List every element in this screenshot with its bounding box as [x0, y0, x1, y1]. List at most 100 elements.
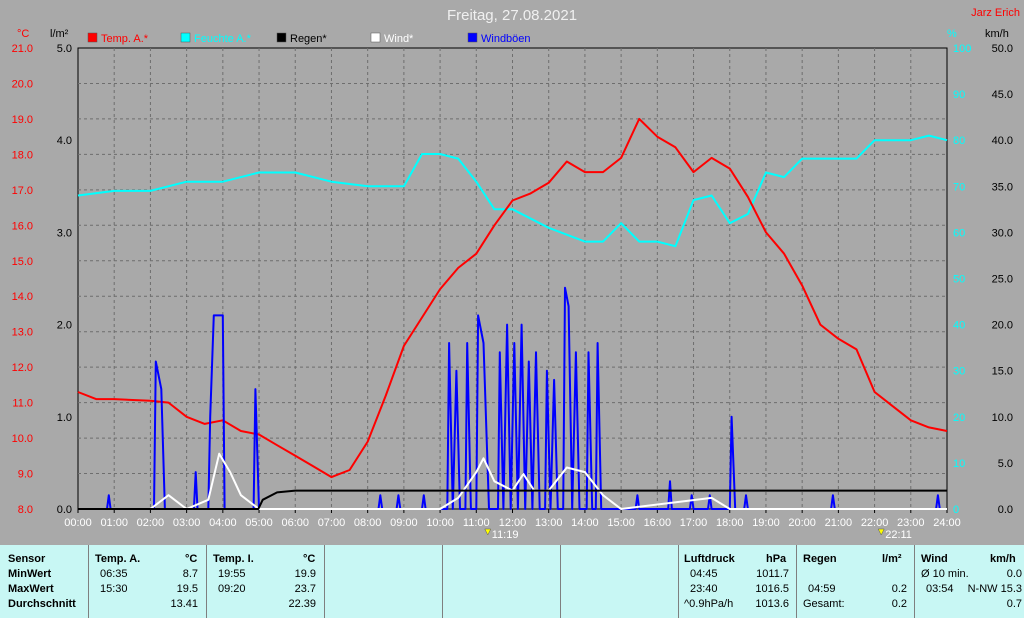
temp-a-max-value: 19.5	[176, 583, 198, 595]
x-tick-label: 21:00	[825, 517, 853, 529]
x-tick-label: 12:00	[499, 517, 527, 529]
rain-axis-tick-label: 4.0	[57, 135, 72, 147]
temp-axis-tick-label: 13.0	[12, 327, 33, 339]
chart-title: Freitag, 27.08.2021	[447, 7, 577, 24]
legend-swatch	[87, 32, 98, 43]
x-tick-label: 23:00	[897, 517, 925, 529]
legend-label: Temp. A.*	[101, 33, 149, 45]
event-marker-label: 22:11	[885, 529, 912, 541]
legend-label: Feuchte A.*	[194, 33, 252, 45]
series-line-regen	[78, 489, 947, 510]
temp-a-header: Temp. A.	[95, 553, 141, 565]
x-tick-label: 10:00	[426, 517, 454, 529]
stats-separator	[914, 545, 915, 618]
temp-a-unit: °C	[185, 553, 198, 565]
wind-axis-tick-label: 0.0	[998, 504, 1013, 516]
humidity-axis-tick-label: 30	[953, 366, 965, 378]
temp-axis-tick-label: 18.0	[12, 149, 33, 161]
stats-separator	[560, 545, 561, 618]
series-line-feuchtea	[77, 134, 948, 248]
temp-axis-tick-label: 21.0	[12, 43, 33, 55]
event-marker-label: 11:19	[492, 529, 519, 541]
x-tick-label: 00:00	[64, 517, 92, 529]
x-tick-label: 08:00	[354, 517, 382, 529]
wind-axis-tick-label: 50.0	[992, 43, 1013, 55]
humidity-axis-tick-label: 90	[953, 89, 965, 101]
author-label: Jarz Erich	[971, 7, 1020, 19]
legend-swatch	[276, 32, 287, 43]
wind-axis-tick-label: 40.0	[992, 135, 1013, 147]
rain-axis-tick-label: 3.0	[57, 227, 72, 239]
x-tick-label: 07:00	[318, 517, 346, 529]
x-tick-label: 13:00	[535, 517, 563, 529]
x-tick-label: 05:00	[245, 517, 273, 529]
temp-i-max-value: 23.7	[294, 583, 316, 595]
rain-total-label: Gesamt:	[803, 598, 845, 610]
x-tick-label: 16:00	[644, 517, 672, 529]
rain-axis-tick-label: 2.0	[57, 320, 72, 332]
stats-separator	[678, 545, 679, 618]
temp-a-average: 13.41	[170, 598, 198, 610]
wind-axis-tick-label: 45.0	[992, 89, 1013, 101]
temp-axis-unit: °C	[17, 28, 29, 40]
wind-max-time: 03:54	[926, 583, 954, 595]
rain-axis-tick-label: 0.0	[57, 504, 72, 516]
temp-axis-tick-label: 14.0	[12, 291, 33, 303]
pressure-current: 1013.6	[755, 598, 789, 610]
wind-axis-tick-label: 35.0	[992, 181, 1013, 193]
humidity-axis-tick-label: 40	[953, 320, 965, 332]
humidity-axis-tick-label: 60	[953, 227, 965, 239]
x-tick-label: 17:00	[680, 517, 708, 529]
humidity-axis-tick-label: 0	[953, 504, 959, 516]
x-tick-label: 04:00	[209, 517, 237, 529]
rain-axis-tick-label: 1.0	[57, 412, 72, 424]
rain-axis-tick-label: 5.0	[57, 43, 72, 55]
temp-a-max-time: 15:30	[100, 583, 128, 595]
x-tick-label: 06:00	[281, 517, 309, 529]
humidity-axis-tick-label: 70	[953, 181, 965, 193]
temp-axis-tick-label: 16.0	[12, 220, 33, 232]
wind-last-value: 0.7	[1006, 598, 1022, 610]
temp-axis-tick-label: 20.0	[12, 78, 33, 90]
x-tick-label: 20:00	[788, 517, 816, 529]
temp-axis-tick-label: 10.0	[12, 433, 33, 445]
x-tick-label: 14:00	[571, 517, 599, 529]
x-tick-label: 19:00	[752, 517, 780, 529]
x-tick-label: 01:00	[100, 517, 128, 529]
wind-header: Wind	[921, 553, 948, 565]
row-label-max: MaxWert	[8, 583, 54, 595]
wind-max-value: N-NW 15.3	[967, 583, 1022, 595]
stats-separator	[442, 545, 443, 618]
row-label-min: MinWert	[8, 568, 52, 580]
temp-axis-tick-label: 12.0	[12, 362, 33, 374]
pressure-max-value: 1016.5	[755, 583, 789, 595]
humidity-axis-tick-label: 20	[953, 412, 965, 424]
stats-separator	[88, 545, 89, 618]
temp-axis-tick-label: 11.0	[12, 398, 33, 410]
pressure-unit: hPa	[766, 553, 787, 565]
stats-separator	[796, 545, 797, 618]
wind-axis-tick-label: 25.0	[992, 274, 1013, 286]
x-tick-label: 22:00	[861, 517, 889, 529]
rain-header: Regen	[803, 553, 837, 565]
pressure-max-time: 23:40	[690, 583, 718, 595]
rain-max-value: 0.2	[891, 583, 907, 595]
wind-axis-tick-label: 10.0	[992, 412, 1013, 424]
temp-axis-tick-label: 19.0	[12, 114, 33, 126]
x-tick-label: 02:00	[137, 517, 165, 529]
x-tick-label: 09:00	[390, 517, 418, 529]
row-label-avg: Durchschnitt	[8, 598, 76, 610]
temp-a-min-value: 8.7	[182, 568, 198, 580]
pressure-trend: ^0.9hPa/h	[684, 598, 734, 610]
legend-label: Wind*	[384, 33, 414, 45]
humidity-axis-tick-label: 10	[953, 458, 965, 470]
temp-i-unit: °C	[303, 553, 316, 565]
wind-axis-tick-label: 20.0	[992, 320, 1013, 332]
x-tick-label: 24:00	[933, 517, 961, 529]
wind-axis-tick-label: 30.0	[992, 227, 1013, 239]
stats-separator	[324, 545, 325, 618]
wind-axis-tick-label: 5.0	[998, 458, 1013, 470]
legend-label: Regen*	[290, 33, 327, 45]
legend-swatch	[180, 32, 191, 43]
series-line-wind	[78, 452, 947, 510]
